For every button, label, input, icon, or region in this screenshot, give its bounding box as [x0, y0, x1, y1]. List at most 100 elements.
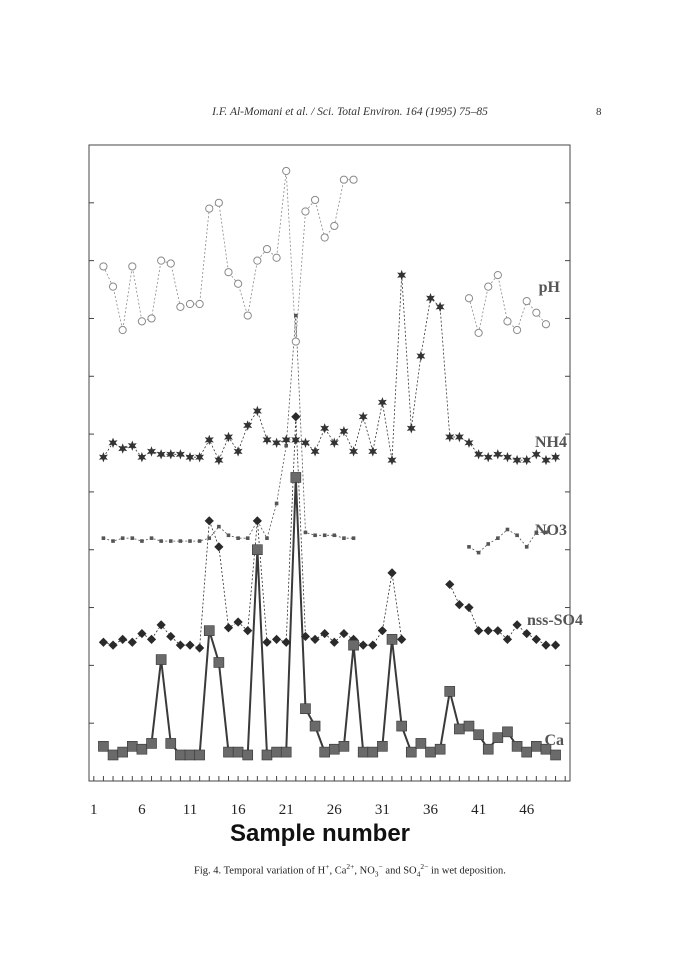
x-tick-label: 41 [471, 802, 486, 818]
point-ca [309, 720, 321, 732]
point-ca [242, 749, 254, 761]
point-nss-so4 [204, 516, 214, 526]
point-nss-so4 [175, 640, 185, 650]
point-nss-so4 [464, 602, 474, 613]
point-nh4 [397, 269, 407, 281]
point-nh4 [358, 411, 368, 422]
caption-no3-charge: − [378, 862, 383, 871]
point-nh4 [493, 449, 503, 460]
point-no3 [140, 539, 144, 543]
point-ca [232, 746, 244, 758]
point-no3 [351, 536, 356, 540]
point-nss-so4 [454, 600, 464, 610]
point-ca [300, 703, 311, 715]
point-ph [137, 317, 147, 326]
point-ca [107, 749, 119, 761]
x-tick-label: 36 [423, 802, 439, 818]
point-no3 [149, 536, 154, 540]
point-nh4 [416, 350, 426, 362]
point-nh4 [185, 452, 195, 463]
point-no3 [486, 542, 491, 546]
point-no3 [168, 539, 173, 543]
x-axis-tick-labels: 1 6 11 16 21 26 31 36 41 46 [90, 802, 535, 818]
point-ph [541, 320, 551, 329]
point-nss-so4 [137, 628, 147, 639]
point-ph [503, 317, 512, 326]
point-nss-so4 [493, 626, 503, 636]
point-nss-so4 [310, 634, 320, 644]
point-ph [214, 198, 223, 207]
point-nh4 [368, 446, 378, 457]
series-line-ph [103, 170, 354, 342]
point-ca [405, 746, 417, 758]
point-ph [234, 279, 243, 288]
point-nh4 [252, 405, 262, 417]
point-nss-so4 [368, 640, 378, 650]
point-nss-so4 [146, 634, 157, 644]
caption-ca-charge: 2+ [346, 862, 355, 871]
point-no3 [342, 536, 346, 540]
series-labels: pH NH4 NO3 nss-SO4 Ca [527, 279, 583, 749]
x-axis-minor-ticks [93, 776, 566, 781]
point-ca [252, 544, 263, 556]
point-no3 [197, 539, 202, 543]
point-ca [213, 657, 225, 668]
point-ph [512, 325, 522, 335]
point-nss-so4 [358, 640, 368, 650]
point-nss-so4 [445, 579, 455, 590]
point-nh4 [435, 301, 445, 313]
point-no3 [332, 533, 337, 538]
point-nss-so4 [233, 617, 243, 627]
point-nss-so4 [512, 620, 522, 630]
caption-ca: , Ca [329, 865, 347, 877]
point-nh4 [474, 449, 484, 460]
point-no3 [178, 539, 183, 543]
point-nh4 [349, 446, 359, 457]
point-no3 [265, 536, 269, 540]
point-no3 [226, 533, 231, 538]
point-no3 [284, 443, 289, 448]
point-ca [223, 746, 234, 758]
point-ca [454, 723, 465, 735]
point-no3 [524, 545, 529, 549]
point-ca [271, 746, 282, 758]
point-ca [531, 741, 542, 752]
point-nh4 [233, 446, 243, 457]
point-nss-so4 [522, 628, 532, 639]
point-ca [473, 729, 484, 741]
point-nh4 [127, 440, 137, 451]
point-ca [136, 743, 148, 755]
running-head: I.F. Al-Momani et al. / Sci. Total Envir… [212, 106, 488, 118]
point-ca [550, 749, 561, 761]
point-ph [108, 282, 118, 291]
point-nh4 [195, 452, 205, 463]
point-ca [175, 749, 186, 761]
point-nss-so4 [185, 640, 195, 650]
point-ph [195, 299, 204, 309]
point-nh4 [137, 452, 147, 463]
series-label-ca: Ca [544, 732, 564, 749]
point-nh4 [377, 397, 387, 408]
x-tick-label: 21 [279, 802, 294, 818]
point-ca [386, 634, 398, 645]
point-ph [493, 270, 502, 280]
point-ph [272, 253, 281, 262]
point-no3 [274, 501, 279, 506]
x-tick-label: 26 [327, 802, 343, 818]
point-ca [184, 749, 196, 761]
point-no3 [303, 530, 308, 535]
point-ca [396, 720, 407, 732]
point-no3 [130, 536, 135, 540]
point-nss-so4 [281, 637, 291, 647]
point-nh4 [426, 293, 435, 304]
point-ca [261, 749, 273, 761]
point-nss-so4 [156, 620, 166, 630]
point-nh4 [166, 449, 176, 460]
x-tick-label: 46 [519, 802, 535, 818]
point-ca [492, 732, 504, 743]
point-nh4 [512, 454, 522, 466]
point-nss-so4 [166, 631, 176, 642]
point-ph [253, 256, 262, 265]
point-ca [377, 741, 388, 752]
point-nss-so4 [243, 626, 253, 636]
